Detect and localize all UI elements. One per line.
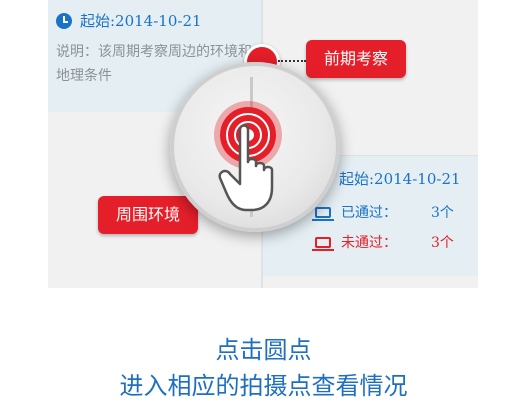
top-date-row: 起始:2014-10-21	[56, 10, 202, 31]
clock-icon	[56, 12, 72, 29]
right-start-date: 起始:2014-10-21	[339, 170, 461, 188]
failed-label: 未通过：	[341, 235, 397, 251]
passed-count: 3个	[431, 205, 454, 221]
top-period-card[interactable]: 起始:2014-10-21 说明：该周期考察周边的环境和地理条件	[48, 0, 262, 112]
top-description: 说明：该周期考察周边的环境和地理条件	[56, 44, 252, 84]
demo-stage: 起始:2014-10-21 说明：该周期考察周边的环境和地理条件 前期考察 周围…	[48, 0, 478, 288]
connector-line	[278, 60, 306, 62]
failed-row: 未通过： 3个	[312, 232, 454, 252]
caption-line-1: 点击圆点	[215, 336, 312, 364]
hand-pointer-icon	[218, 124, 274, 212]
top-start-date: 起始:2014-10-21	[80, 12, 202, 30]
failed-count: 3个	[431, 235, 454, 251]
right-date-row: 起始:2014-10-21	[315, 168, 461, 189]
laptop-icon	[312, 236, 334, 251]
preliminary-survey-label[interactable]: 前期考察	[306, 40, 407, 78]
magnifier-lens	[170, 62, 340, 232]
passed-row: 已通过： 3个	[312, 202, 454, 222]
caption-line-2: 进入相应的拍摄点查看情况	[119, 372, 408, 400]
laptop-icon	[312, 206, 334, 221]
passed-label: 已通过：	[341, 205, 397, 221]
surroundings-label[interactable]: 周围环境	[98, 196, 199, 234]
